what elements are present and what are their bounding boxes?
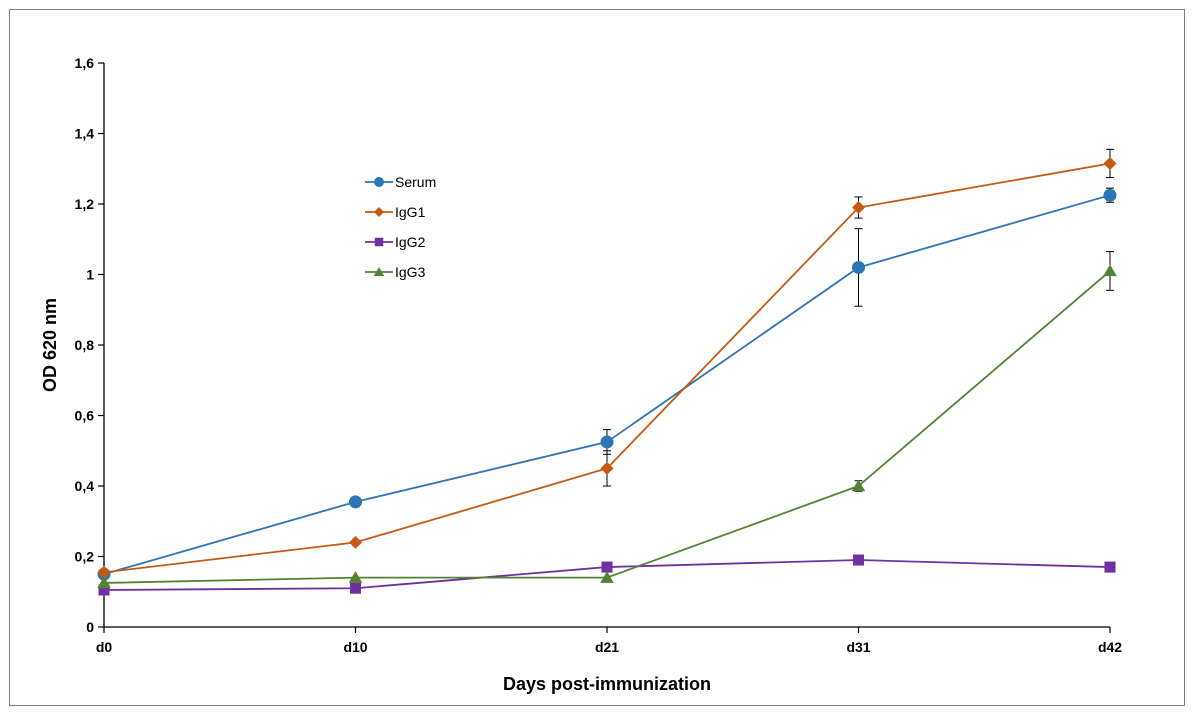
x-ticks: d0 d10 d21 d31 d42 [96, 627, 1122, 655]
x-tick-label: d42 [1098, 639, 1122, 655]
data-point-igg1 [600, 461, 614, 475]
axes [103, 63, 1110, 628]
legend-marker-igg2 [374, 237, 384, 247]
y-tick-label: 0,4 [75, 478, 95, 494]
y-ticks: 0 0,2 0,4 0,6 0,8 1 1,2 1,4 1,6 [75, 55, 104, 635]
legend: Serum IgG1 IgG2 IgG3 [365, 174, 436, 280]
x-tick-label: d31 [846, 639, 870, 655]
data-point-serum [349, 495, 362, 509]
x-tick-label: d10 [343, 639, 367, 655]
data-point-igg1 [1103, 156, 1117, 170]
data-point-igg2 [349, 582, 362, 594]
y-axis-title: OD 620 nm [40, 298, 60, 392]
x-tick-label: d0 [96, 639, 113, 655]
series-igg1 [97, 148, 1117, 579]
series-igg3 [97, 251, 1117, 589]
legend-marker-igg1 [374, 207, 384, 217]
y-tick-label: 0,6 [75, 408, 95, 424]
series-line-igg1 [103, 162, 1111, 574]
data-point-igg3 [1103, 264, 1117, 277]
x-axis-title: Days post-immunization [503, 674, 711, 694]
y-tick-label: 1,4 [75, 126, 95, 142]
data-point-serum [1103, 188, 1117, 202]
data-point-igg1 [852, 201, 865, 215]
y-tick-label: 1,2 [75, 196, 95, 212]
series-serum [97, 187, 1117, 581]
series-line-serum [103, 194, 1111, 575]
series-layer [97, 148, 1117, 596]
y-tick-label: 0,8 [75, 337, 95, 353]
y-tick-label: 0 [86, 619, 94, 635]
data-point-igg3 [97, 576, 111, 589]
data-point-serum [600, 435, 614, 449]
y-tick-label: 1 [86, 267, 94, 283]
legend-marker-igg3 [373, 267, 385, 276]
data-point-igg2 [852, 554, 865, 566]
data-point-igg3 [600, 571, 614, 583]
data-point-igg1 [97, 565, 111, 579]
legend-label-igg2: IgG2 [395, 234, 426, 250]
data-point-igg1 [349, 535, 362, 549]
data-point-igg3 [851, 479, 866, 492]
series-igg2 [98, 554, 1116, 596]
legend-label-igg1: IgG1 [395, 204, 426, 220]
data-point-igg2 [98, 584, 110, 596]
data-point-igg3 [348, 571, 363, 583]
x-tick-label: d21 [595, 639, 619, 655]
legend-marker-serum [374, 177, 384, 187]
y-tick-label: 1,6 [75, 55, 95, 71]
y-tick-label: 0,2 [75, 549, 95, 565]
data-point-igg2 [1104, 561, 1116, 573]
data-point-serum [852, 260, 865, 274]
series-line-igg3 [103, 270, 1111, 584]
legend-label-igg3: IgG3 [395, 264, 426, 280]
legend-label-serum: Serum [395, 174, 436, 190]
data-point-igg2 [601, 561, 613, 573]
